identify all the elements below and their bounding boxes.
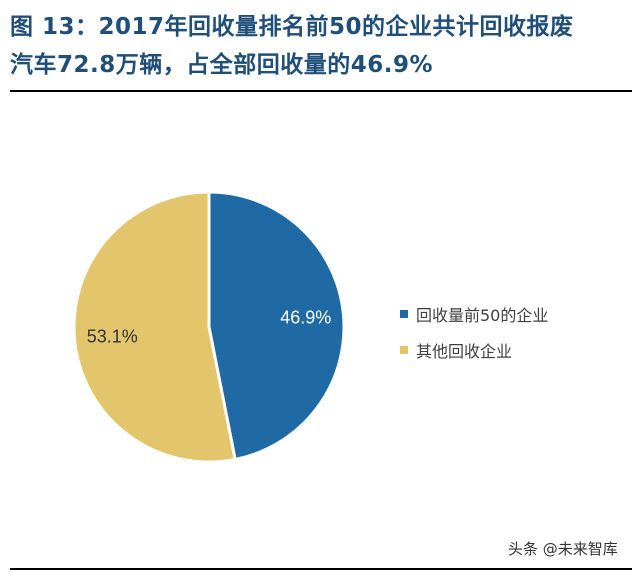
watermark: 头条 @未来智库 (508, 540, 618, 558)
chart-title: 图 13：2017年回收量排名前50的企业共计回收报废 汽车72.8万辆，占全部… (10, 8, 630, 84)
legend-label-others: 其他回收企业 (416, 342, 513, 361)
data-label-top50: 46.9% (280, 308, 331, 328)
legend-swatch-top50 (400, 310, 408, 318)
pie-slice-top50 (207, 190, 346, 461)
data-label-others: 53.1% (87, 326, 138, 346)
title-line-2: 汽车72.8万辆，占全部回收量的46.9% (10, 52, 434, 78)
chart-legend: 回收量前50的企业 其他回收企业 (400, 296, 548, 368)
pie-slice-others (72, 190, 237, 464)
legend-swatch-others (400, 346, 408, 354)
title-line-1: 图 13：2017年回收量排名前50的企业共计回收报废 (10, 14, 574, 40)
top-divider (10, 90, 632, 92)
legend-label-top50: 回收量前50的企业 (416, 306, 549, 325)
legend-item-others: 其他回收企业 (400, 332, 548, 368)
legend-item-top50: 回收量前50的企业 (400, 296, 548, 332)
bottom-divider (10, 568, 632, 570)
